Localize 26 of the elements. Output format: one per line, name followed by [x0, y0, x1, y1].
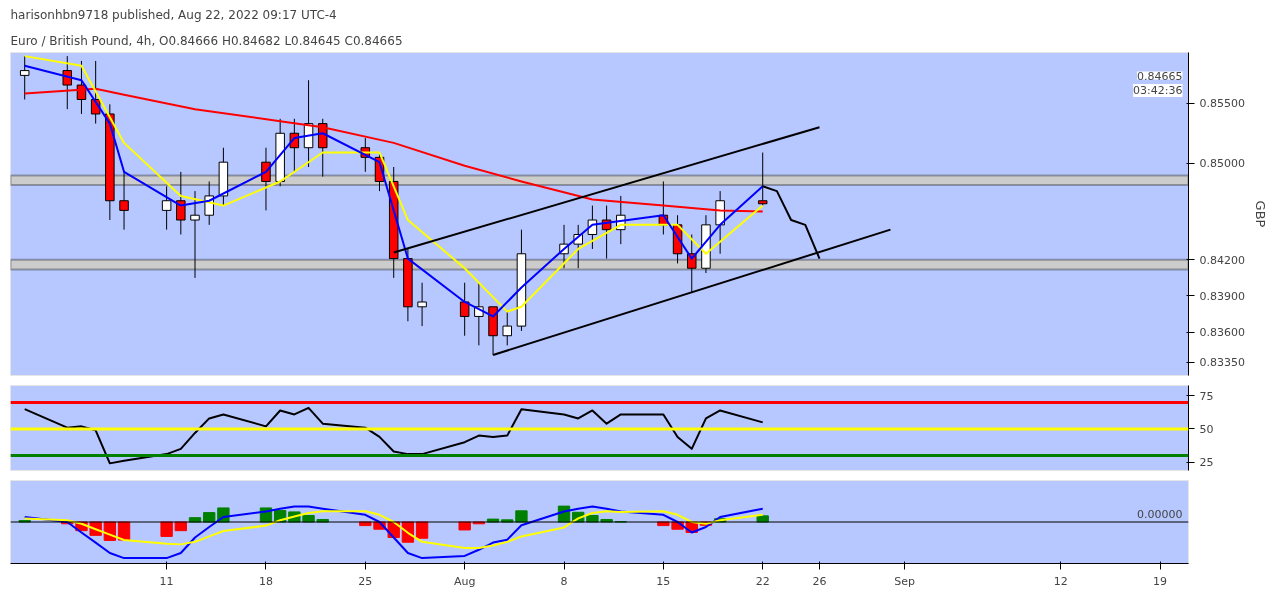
x-tick-label: Sep [894, 574, 916, 588]
x-tick-label: 18 [258, 574, 273, 588]
text: harisonhbn9718 published, Aug 22, 2022 09:17 UTC-4 [10, 7, 337, 22]
y-tick-label: 75 [1199, 389, 1214, 403]
x-tick-label: 8 [560, 574, 568, 588]
y-tick-label: 0.84200 [1199, 253, 1245, 267]
y-tick-label: 0.85000 [1199, 157, 1245, 171]
x-tick-label: 12 [1053, 574, 1068, 588]
y-tick-label: 0.83600 [1199, 326, 1245, 340]
x-tick-label: 26 [812, 574, 827, 588]
y-tick-label: 0.83350 [1199, 356, 1245, 370]
x-tick-label: Aug [453, 574, 476, 588]
y-tick-label: 0.83900 [1199, 289, 1245, 303]
y-tick-label: 50 [1199, 422, 1214, 436]
y-tick-label: 25 [1199, 456, 1214, 470]
x-tick-label: 19 [1153, 574, 1168, 588]
annotation: 03:42:36 [1133, 84, 1183, 97]
chart-title: Euro / British Pound, 4h, O0.84666 H0.84682 L0.84645 C0.84665 [10, 33, 403, 48]
annotation: 0.84665 [1137, 69, 1183, 83]
y-axis-title: GBP [1252, 200, 1268, 228]
x-tick-label: 22 [755, 574, 770, 588]
ref-line-label: 0.00000 [1137, 508, 1183, 521]
x-tick-label: 11 [159, 574, 174, 588]
y-tick-label: 0.85500 [1199, 97, 1245, 111]
x-tick-label: 15 [656, 574, 671, 588]
x-tick-label: 25 [358, 574, 373, 588]
